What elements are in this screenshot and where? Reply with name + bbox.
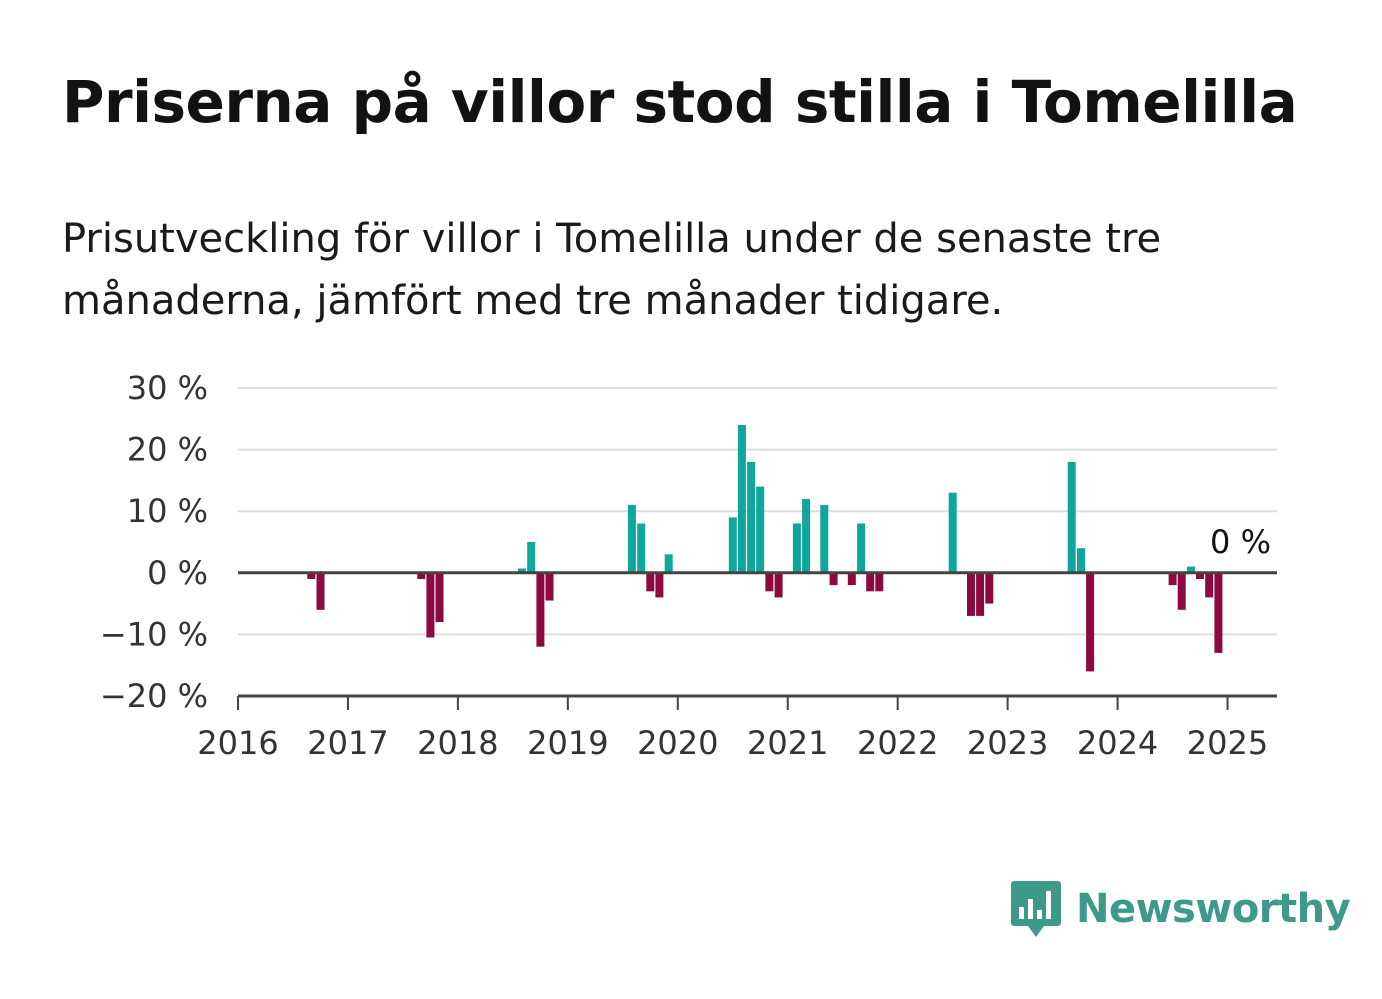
bar [536, 572, 545, 647]
bar [518, 568, 526, 573]
bar [756, 486, 765, 573]
chart-subtitle: Prisutveckling för villor i Tomelilla un… [62, 216, 1162, 324]
bar [435, 572, 444, 623]
bar [976, 572, 985, 616]
x-tick-label: 2020 [637, 724, 718, 762]
bar [728, 517, 737, 573]
bar [1186, 566, 1195, 573]
x-tick-label: 2023 [967, 724, 1048, 762]
bar [802, 498, 811, 573]
y-axis-ticks: 30 % 20 % 10 % 0 % −10 % −20 % [100, 369, 208, 715]
brand-name: Newsworthy [1076, 886, 1351, 932]
bar [627, 505, 636, 573]
last-value-label: 0 % [1210, 523, 1271, 561]
x-tick-label: 2017 [307, 724, 388, 762]
bar [1168, 572, 1177, 586]
bar [765, 572, 774, 592]
bar [875, 572, 884, 592]
bar [1077, 548, 1085, 573]
bar-chart: 30 %20 %10 %0 %−10 %−20 % 2016 2017 2018 20… [100, 369, 1277, 762]
bar [426, 572, 435, 638]
bar [866, 572, 875, 592]
x-tick-label: 2018 [417, 724, 498, 762]
bar [1067, 461, 1076, 573]
bar [737, 425, 746, 573]
y-tick-label: −20 % [100, 677, 208, 715]
x-tick-label: 2016 [197, 724, 278, 762]
bar [857, 523, 866, 573]
bar [1196, 572, 1204, 579]
bar [747, 461, 756, 573]
bar [1214, 572, 1223, 653]
bars [307, 425, 1223, 672]
bar [545, 572, 554, 601]
bar [792, 523, 801, 573]
brand-logo: Newsworthy [1010, 878, 1351, 940]
bar [646, 572, 655, 592]
bar [967, 572, 975, 616]
bar [527, 542, 536, 573]
y-tick-label: 0 % [147, 554, 208, 592]
x-tick-label: 2019 [527, 724, 608, 762]
bar [774, 572, 783, 598]
bar [847, 572, 856, 586]
bar [1205, 572, 1214, 598]
bar [417, 572, 426, 579]
bar [664, 554, 673, 573]
bar [820, 505, 829, 573]
bar [1177, 572, 1186, 610]
x-tick-label: 2022 [857, 724, 938, 762]
bar [948, 492, 957, 573]
bar [316, 572, 325, 610]
y-tick-label: 10 % [127, 492, 208, 530]
bar [637, 523, 646, 573]
y-tick-label: 30 % [127, 369, 208, 407]
x-axis-ticks: 2016 2017 2018 2019 2020 2021 2022 2023 2024 2025 [197, 696, 1268, 762]
y-tick-label: 20 % [127, 431, 208, 469]
newsworthy-icon [1011, 881, 1061, 937]
x-tick-label: 2025 [1187, 724, 1268, 762]
bar [307, 572, 316, 579]
x-tick-label: 2024 [1077, 724, 1158, 762]
bar [829, 572, 838, 586]
x-tick-label: 2021 [747, 724, 828, 762]
bar [655, 572, 664, 598]
chart-title: Priserna på villor stod stilla i Tomelil… [62, 68, 1298, 136]
y-tick-label: −10 % [100, 615, 208, 653]
bar [1086, 572, 1095, 672]
bar [985, 572, 994, 604]
axes [238, 571, 1277, 698]
